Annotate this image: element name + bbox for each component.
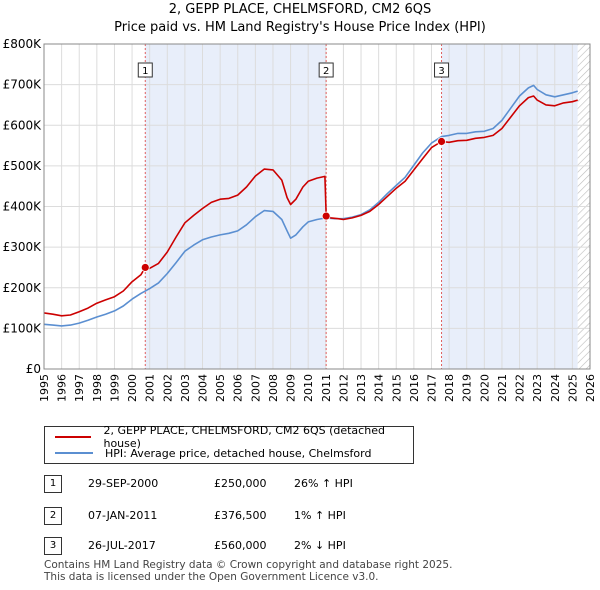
chart-subtitle: Price paid vs. HM Land Registry's House … — [114, 20, 486, 35]
price-chart: £0 £100K £200K £300K £400K £500K £600K £700K £80… — [3, 37, 597, 402]
transaction-hpi: 26% ↑ HPI — [294, 477, 353, 490]
transaction-number: 2 — [44, 507, 62, 525]
x-tick-label: 2020 — [478, 374, 491, 402]
x-tick-label: 2012 — [337, 374, 350, 402]
x-tick-label: 1997 — [73, 374, 86, 402]
x-tick-label: 2024 — [549, 374, 562, 402]
sale-label: 1 — [142, 66, 148, 77]
sale-label-box — [318, 62, 334, 78]
transaction-date: 29-SEP-2000 — [88, 477, 159, 490]
x-tick-label: 2004 — [197, 374, 210, 402]
x-tick-label: 2019 — [461, 374, 474, 402]
x-tick-label: 2025 — [566, 374, 579, 402]
legend: 2, GEPP PLACE, CHELMSFORD, CM2 6QS (deta… — [44, 424, 414, 464]
x-tick-label: 2003 — [179, 374, 192, 402]
legend-item-property: 2, GEPP PLACE, CHELMSFORD, CM2 6QS (deta… — [45, 424, 413, 450]
x-tick-label: 2008 — [267, 374, 280, 402]
legend-item-hpi: HPI: Average price, detached house, Chel… — [45, 445, 371, 461]
plot-frame — [43, 43, 591, 370]
footer-line: Contains HM Land Registry data © Crown c… — [44, 559, 453, 571]
transaction-price: £376,500 — [214, 509, 267, 522]
x-tick-label: 2000 — [126, 374, 139, 402]
transaction-hpi: 1% ↑ HPI — [294, 509, 346, 522]
transaction-price: £560,000 — [214, 539, 267, 552]
x-tick-label: 2014 — [373, 374, 386, 402]
y-tick-label: £300K — [3, 240, 43, 254]
sale-label: 3 — [438, 66, 444, 77]
x-tick-label: 2006 — [232, 374, 245, 402]
legend-label-property: 2, GEPP PLACE, CHELMSFORD, CM2 6QS (deta… — [103, 424, 385, 450]
x-tick-label: 1995 — [38, 374, 51, 402]
y-tick-label: £100K — [3, 321, 43, 335]
x-tick-label: 2001 — [144, 374, 157, 402]
x-tick-label: 2016 — [408, 374, 421, 402]
x-tick-label: 2010 — [302, 374, 315, 402]
transaction-date: 26-JUL-2017 — [88, 539, 156, 552]
sale-point — [437, 137, 446, 146]
x-tick-label: 1999 — [108, 374, 121, 402]
y-tick-label: £600K — [3, 118, 43, 132]
x-tick-label: 2026 — [584, 374, 597, 402]
transaction-hpi: 2% ↓ HPI — [294, 539, 346, 552]
y-tick-label: £700K — [3, 78, 43, 92]
x-tick-label: 2002 — [161, 374, 174, 402]
transaction-number: 1 — [44, 475, 62, 493]
y-tick-label: £400K — [3, 200, 43, 214]
y-tick-label: £200K — [3, 281, 43, 295]
x-tick-label: 2023 — [531, 374, 544, 402]
transaction-date: 07-JAN-2011 — [88, 509, 158, 522]
x-tick-label: 2013 — [355, 374, 368, 402]
chart-title: 2, GEPP PLACE, CHELMSFORD, CM2 6QS — [168, 2, 432, 17]
transaction-price: £250,000 — [214, 477, 267, 490]
x-tick-label: 1996 — [56, 374, 69, 402]
x-tick-label: 1998 — [91, 374, 104, 402]
sale-point — [321, 211, 331, 221]
x-tick-label: 2007 — [249, 374, 262, 402]
transaction-number: 3 — [44, 537, 62, 555]
sale-label-box — [434, 62, 450, 78]
legend-swatch-property — [55, 436, 92, 438]
sale-point — [140, 263, 150, 272]
footer-line: This data is licensed under the Open Gov… — [44, 571, 379, 583]
x-tick-label: 2021 — [496, 374, 509, 402]
y-tick-label: £800K — [3, 37, 43, 51]
y-tick-label: £500K — [3, 159, 43, 173]
x-tick-label: 2005 — [214, 374, 227, 402]
sale-label: 2 — [323, 66, 329, 77]
legend-swatch-hpi — [55, 452, 93, 454]
x-tick-label: 2015 — [390, 374, 403, 402]
hpi-line — [43, 84, 578, 327]
y-tick-label: £0 — [26, 362, 41, 376]
x-tick-label: 2017 — [425, 374, 438, 402]
footer-attribution: Contains HM Land Registry data © Crown c… — [44, 559, 452, 583]
x-tick-label: 2009 — [285, 374, 298, 402]
x-tick-label: 2018 — [443, 374, 456, 402]
legend-label-hpi: HPI: Average price, detached house, Chel… — [105, 446, 372, 460]
x-tick-label: 2011 — [320, 374, 333, 402]
sale-label-box — [137, 62, 153, 78]
x-tick-label: 2022 — [514, 374, 527, 402]
property-price-line — [43, 95, 578, 317]
